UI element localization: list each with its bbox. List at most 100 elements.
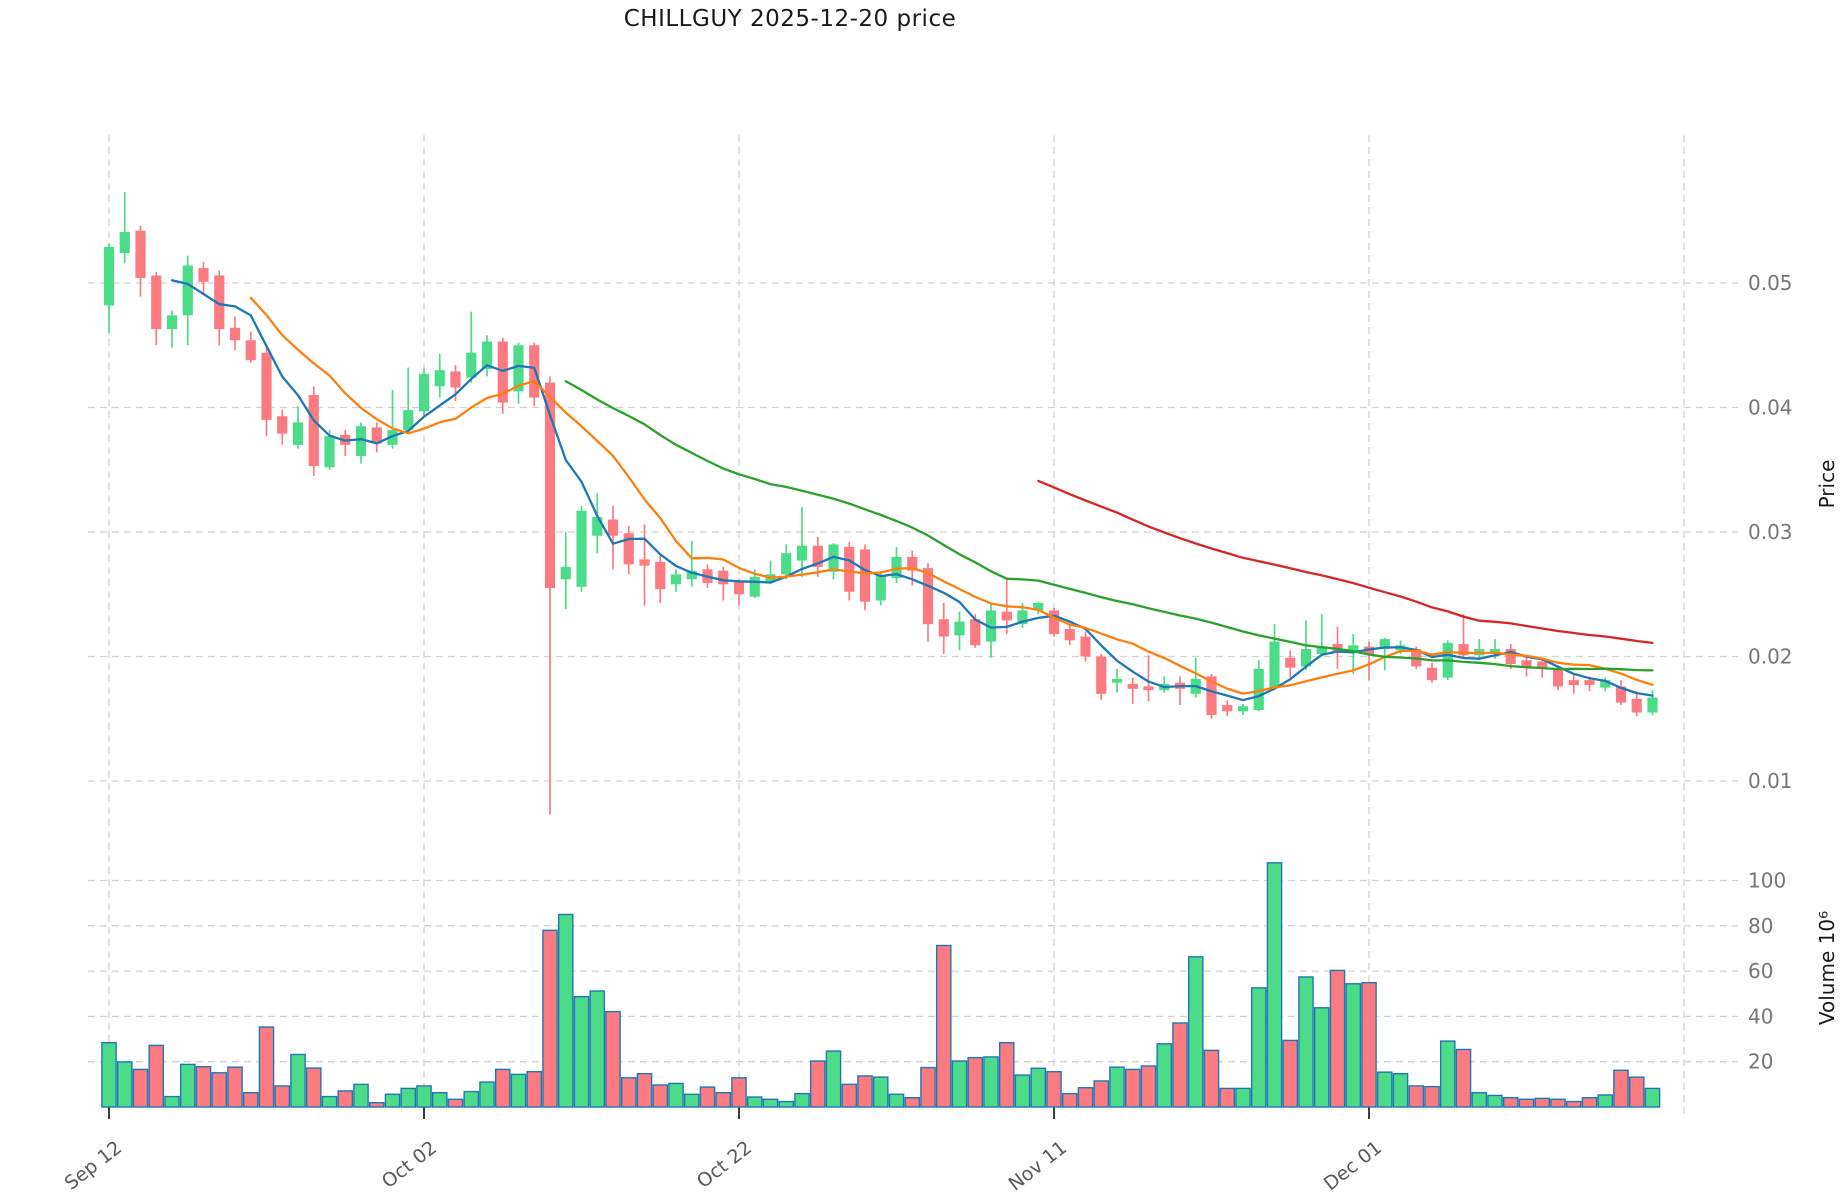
candle-body: [1269, 641, 1280, 688]
x-tick-label: Oct 02: [378, 1137, 441, 1193]
volume-bar: [1565, 1100, 1582, 1108]
volume-bar: [211, 1072, 228, 1108]
volume-bar: [1644, 1087, 1661, 1108]
volume-bar: [1156, 1043, 1173, 1108]
candle-body: [560, 566, 571, 580]
price-tick-label: 0.01: [1748, 769, 1793, 793]
volume-bar: [132, 1068, 149, 1108]
volume-bar: [605, 1010, 621, 1108]
candle-body: [166, 315, 178, 330]
volume-bar: [1361, 981, 1377, 1108]
candle-body: [277, 416, 288, 434]
volume-bar: [526, 1070, 543, 1108]
volume-bar: [809, 1060, 826, 1108]
candle-body: [1127, 683, 1138, 689]
volume-tick-label: 40: [1748, 1004, 1773, 1028]
volume-bar: [904, 1097, 921, 1108]
volume-bar: [290, 1053, 306, 1108]
candle-body: [1206, 676, 1217, 716]
candle-body: [686, 570, 697, 580]
candle-body: [1458, 644, 1469, 656]
volume-bar: [353, 1083, 369, 1108]
volume-bar: [715, 1092, 732, 1108]
candle-body: [1426, 667, 1438, 681]
volume-bar: [998, 1041, 1015, 1108]
volume-bar: [321, 1095, 338, 1108]
candle-body: [781, 553, 792, 575]
volume-bar: [825, 1050, 842, 1108]
volume-bar: [1487, 1094, 1503, 1108]
volume-bar: [337, 1090, 354, 1108]
candle-body: [985, 610, 997, 642]
volume-bar: [1109, 1066, 1125, 1108]
candle-body: [733, 581, 745, 595]
candle-body: [859, 549, 871, 602]
candle-body: [1647, 697, 1658, 713]
candle-body: [308, 395, 319, 467]
candle-body: [434, 370, 445, 387]
volume-bar: [888, 1093, 905, 1108]
candle-body: [1001, 611, 1012, 621]
candle-body: [198, 268, 209, 282]
volume-bar: [1628, 1076, 1645, 1108]
candle-body: [403, 409, 414, 430]
candle-body: [1048, 610, 1060, 635]
volume-bar: [794, 1092, 810, 1108]
candle-body: [355, 426, 367, 457]
volume-bar: [148, 1044, 165, 1108]
candle-body: [1237, 706, 1249, 712]
volume-bar: [179, 1063, 196, 1108]
candle-body: [1033, 602, 1044, 611]
ma-line-ma60: [1037, 479, 1654, 645]
volume-bar: [1077, 1087, 1094, 1108]
candle-body: [812, 545, 823, 567]
candle-body: [655, 561, 666, 590]
volume-bar: [542, 929, 558, 1108]
x-tick-label: Oct 22: [693, 1137, 756, 1193]
candle-body: [592, 517, 603, 536]
volume-bar: [195, 1065, 212, 1108]
candle-body: [1537, 661, 1548, 668]
volume-bar: [857, 1075, 873, 1108]
volume-bar: [573, 995, 590, 1108]
volume-bar: [242, 1092, 259, 1108]
ma-line-ma30: [564, 380, 1654, 672]
candle-body: [466, 352, 477, 378]
candle-body: [623, 533, 634, 565]
volume-bar: [620, 1077, 637, 1108]
candle-body: [103, 246, 115, 306]
volume-bar: [1219, 1087, 1236, 1108]
volume-bar: [1187, 956, 1204, 1108]
volume-bar: [274, 1085, 291, 1108]
volume-bar: [1439, 1040, 1456, 1108]
candle-body: [1316, 646, 1327, 655]
candle-body: [922, 568, 934, 625]
candle-body: [513, 345, 524, 392]
candle-body: [182, 265, 193, 316]
volume-bar: [1298, 976, 1314, 1108]
candle-body: [1080, 636, 1091, 657]
volume-bar: [841, 1083, 858, 1108]
candle-body: [450, 371, 461, 388]
volume-bar: [683, 1093, 700, 1108]
candle-body: [607, 519, 619, 536]
candle-body: [1253, 668, 1264, 711]
volume-bar: [668, 1082, 684, 1108]
price-tick-label: 0.02: [1748, 645, 1793, 669]
candle-body: [119, 231, 130, 254]
volume-bar: [983, 1056, 999, 1108]
price-tick-label: 0.03: [1748, 520, 1793, 544]
volume-bar: [101, 1041, 117, 1108]
volume-bar: [778, 1100, 795, 1108]
candle-body: [749, 576, 760, 597]
candle-body: [135, 230, 146, 279]
candles: [103, 192, 1658, 815]
candle-body: [151, 275, 162, 330]
volume-bar: [1424, 1085, 1440, 1108]
volume-bar: [1581, 1097, 1598, 1108]
volume-bar: [557, 913, 574, 1108]
volume-bar: [1502, 1097, 1519, 1108]
volume-bar: [920, 1066, 936, 1108]
volume-bar: [164, 1095, 180, 1108]
volume-bar: [1408, 1085, 1425, 1108]
